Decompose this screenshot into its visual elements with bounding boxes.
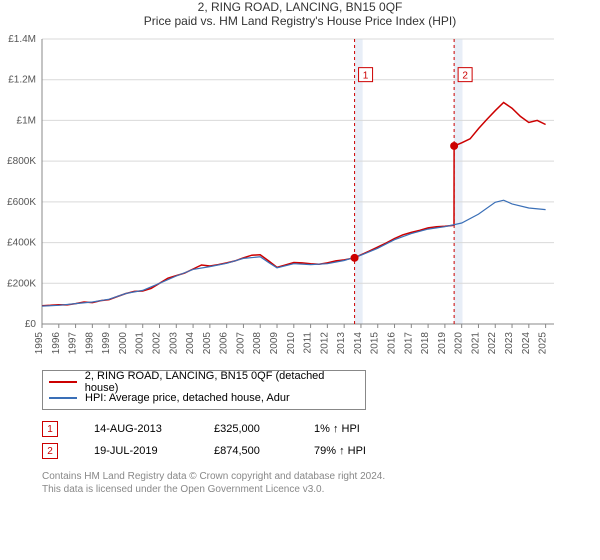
event-date: 14-AUG-2013 [94, 423, 214, 435]
legend-label-1: 2, RING ROAD, LANCING, BN15 0QF (detache… [85, 370, 359, 394]
legend-row-1: 2, RING ROAD, LANCING, BN15 0QF (detache… [49, 374, 359, 390]
event-delta: 79% ↑ HPI [314, 445, 366, 457]
svg-text:2016: 2016 [387, 332, 398, 355]
svg-text:£600K: £600K [7, 197, 36, 208]
svg-text:£800K: £800K [7, 156, 36, 167]
event-row: 2 19-JUL-2019£874,50079% ↑ HPI [42, 440, 600, 462]
svg-text:2021: 2021 [470, 332, 481, 355]
svg-text:2: 2 [462, 71, 468, 82]
svg-text:2024: 2024 [521, 332, 532, 355]
svg-text:2023: 2023 [504, 332, 515, 355]
svg-text:2001: 2001 [135, 332, 146, 355]
svg-text:1995: 1995 [34, 332, 45, 355]
price-chart: £0 £200K £400K £600K £800K £1M £1.2M £1.4M 1995 1… [0, 34, 600, 364]
event-badge: 1 [42, 421, 58, 437]
svg-text:1997: 1997 [68, 332, 79, 355]
legend: 2, RING ROAD, LANCING, BN15 0QF (detache… [42, 370, 366, 410]
svg-text:£200K: £200K [7, 278, 36, 289]
title-line-2: Price paid vs. HM Land Registry's House … [0, 14, 600, 28]
svg-text:£0: £0 [25, 319, 37, 330]
svg-text:2002: 2002 [152, 332, 163, 355]
legend-swatch-2 [49, 397, 77, 399]
svg-text:2011: 2011 [303, 332, 314, 354]
svg-text:£400K: £400K [7, 238, 36, 249]
svg-text:2004: 2004 [185, 332, 196, 355]
svg-text:1996: 1996 [51, 332, 62, 355]
svg-text:2000: 2000 [118, 332, 129, 355]
svg-text:2015: 2015 [370, 332, 381, 355]
svg-text:2013: 2013 [336, 332, 347, 355]
event-price: £874,500 [214, 445, 314, 457]
title-line-1: 2, RING ROAD, LANCING, BN15 0QF [0, 0, 600, 14]
svg-text:2019: 2019 [437, 332, 448, 355]
event-date: 19-JUL-2019 [94, 445, 214, 457]
svg-text:2008: 2008 [252, 332, 263, 355]
svg-text:£1.2M: £1.2M [8, 75, 36, 86]
footer-line-1: Contains HM Land Registry data © Crown c… [42, 470, 600, 483]
legend-label-2: HPI: Average price, detached house, Adur [85, 392, 290, 404]
svg-text:2009: 2009 [269, 332, 280, 355]
svg-text:£1.4M: £1.4M [8, 34, 36, 45]
svg-text:2007: 2007 [235, 332, 246, 355]
svg-text:1999: 1999 [101, 332, 112, 355]
svg-text:2012: 2012 [319, 332, 330, 355]
event-badge: 2 [42, 443, 58, 459]
svg-text:1998: 1998 [84, 332, 95, 355]
svg-text:2020: 2020 [454, 332, 465, 355]
footer-line-2: This data is licensed under the Open Gov… [42, 483, 600, 496]
events-table: 1 14-AUG-2013£325,0001% ↑ HPI 2 19-JUL-2019… [42, 418, 600, 462]
svg-text:2005: 2005 [202, 332, 213, 355]
svg-text:2017: 2017 [403, 332, 414, 355]
svg-text:2006: 2006 [219, 332, 230, 355]
event-price: £325,000 [214, 423, 314, 435]
event-row: 1 14-AUG-2013£325,0001% ↑ HPI [42, 418, 600, 440]
svg-text:2018: 2018 [420, 332, 431, 355]
legend-swatch-1 [49, 381, 77, 383]
svg-text:2003: 2003 [168, 332, 179, 355]
svg-text:2022: 2022 [487, 332, 498, 355]
svg-text:2010: 2010 [286, 332, 297, 355]
event-delta: 1% ↑ HPI [314, 423, 360, 435]
svg-text:2025: 2025 [538, 332, 549, 355]
svg-text:1: 1 [363, 71, 369, 82]
svg-text:2014: 2014 [353, 332, 364, 355]
footer: Contains HM Land Registry data © Crown c… [42, 470, 600, 496]
svg-text:£1M: £1M [17, 115, 36, 126]
